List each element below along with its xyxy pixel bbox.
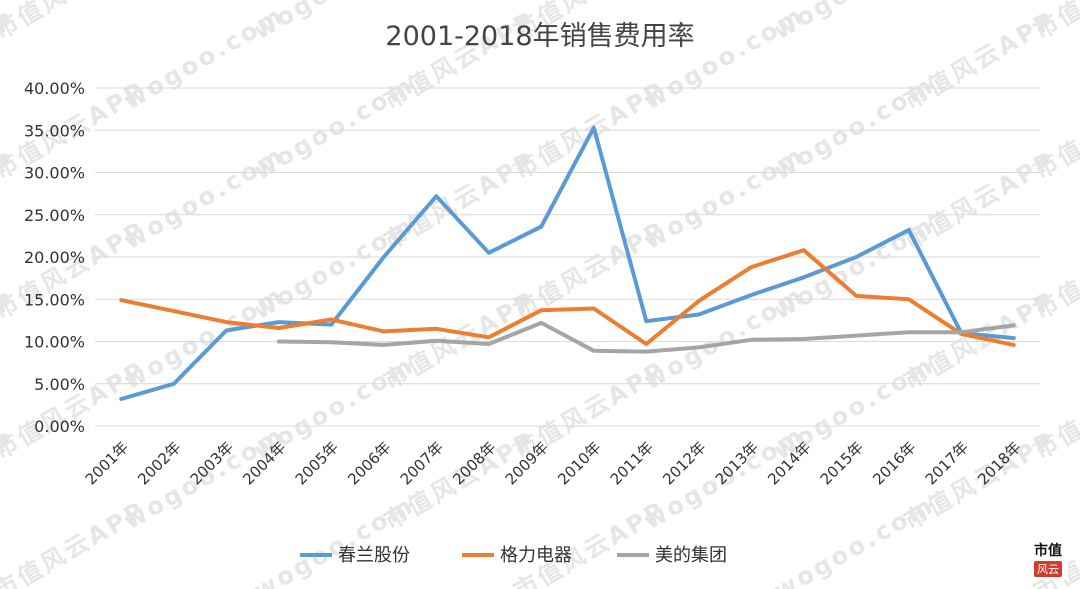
watermark-text: wogoo.com	[249, 491, 419, 589]
watermark-text: 市值风云APP	[0, 0, 151, 45]
x-tick-label: 2015年	[817, 438, 867, 488]
seal-logo: 市值 风云	[1028, 536, 1068, 580]
y-tick-label: 25.00%	[24, 206, 85, 225]
chart-title: 2001-2018年销售费用率	[385, 21, 694, 52]
y-tick-label: 30.00%	[24, 164, 85, 183]
seal-bottom-text: 风云	[1037, 563, 1059, 576]
series-line-0	[119, 125, 1016, 401]
y-tick-label: 35.00%	[24, 121, 85, 140]
y-tick-label: 20.00%	[24, 248, 85, 267]
x-tick-label: 2001年	[82, 438, 132, 488]
y-tick-label: 10.00%	[24, 333, 85, 352]
x-tick-label: 2010年	[554, 438, 604, 488]
series-line-1	[119, 248, 1016, 347]
y-tick-label: 15.00%	[24, 290, 85, 309]
legend-label: 美的集团	[655, 545, 727, 566]
legend-label: 格力电器	[500, 545, 572, 566]
series-line-2	[276, 320, 1016, 354]
x-tick-label: 2011年	[607, 438, 657, 488]
x-tick-label: 2005年	[292, 438, 342, 488]
watermark-text: 市值风云APP	[0, 496, 151, 589]
watermark-text: wogoo.com	[769, 491, 939, 589]
x-tick-label: 2006年	[344, 438, 394, 488]
watermark-text: 市值风云APP	[509, 496, 671, 589]
x-tick-label: 2016年	[869, 438, 919, 488]
y-axis-ticks: 0.00% 5.00% 10.00% 15.00% 20.00% 25.00% 30.00%…	[24, 79, 85, 436]
gridlines	[95, 87, 1040, 427]
legend-label: 春兰股份	[338, 545, 410, 566]
seal-top-text: 市值	[1034, 542, 1062, 559]
series-lines	[119, 125, 1016, 401]
legend: 春兰股份 格力电器 美的集团	[300, 545, 727, 566]
y-tick-label: 5.00%	[34, 375, 85, 394]
y-tick-label: 0.00%	[34, 417, 85, 436]
y-tick-label: 40.00%	[24, 79, 85, 98]
